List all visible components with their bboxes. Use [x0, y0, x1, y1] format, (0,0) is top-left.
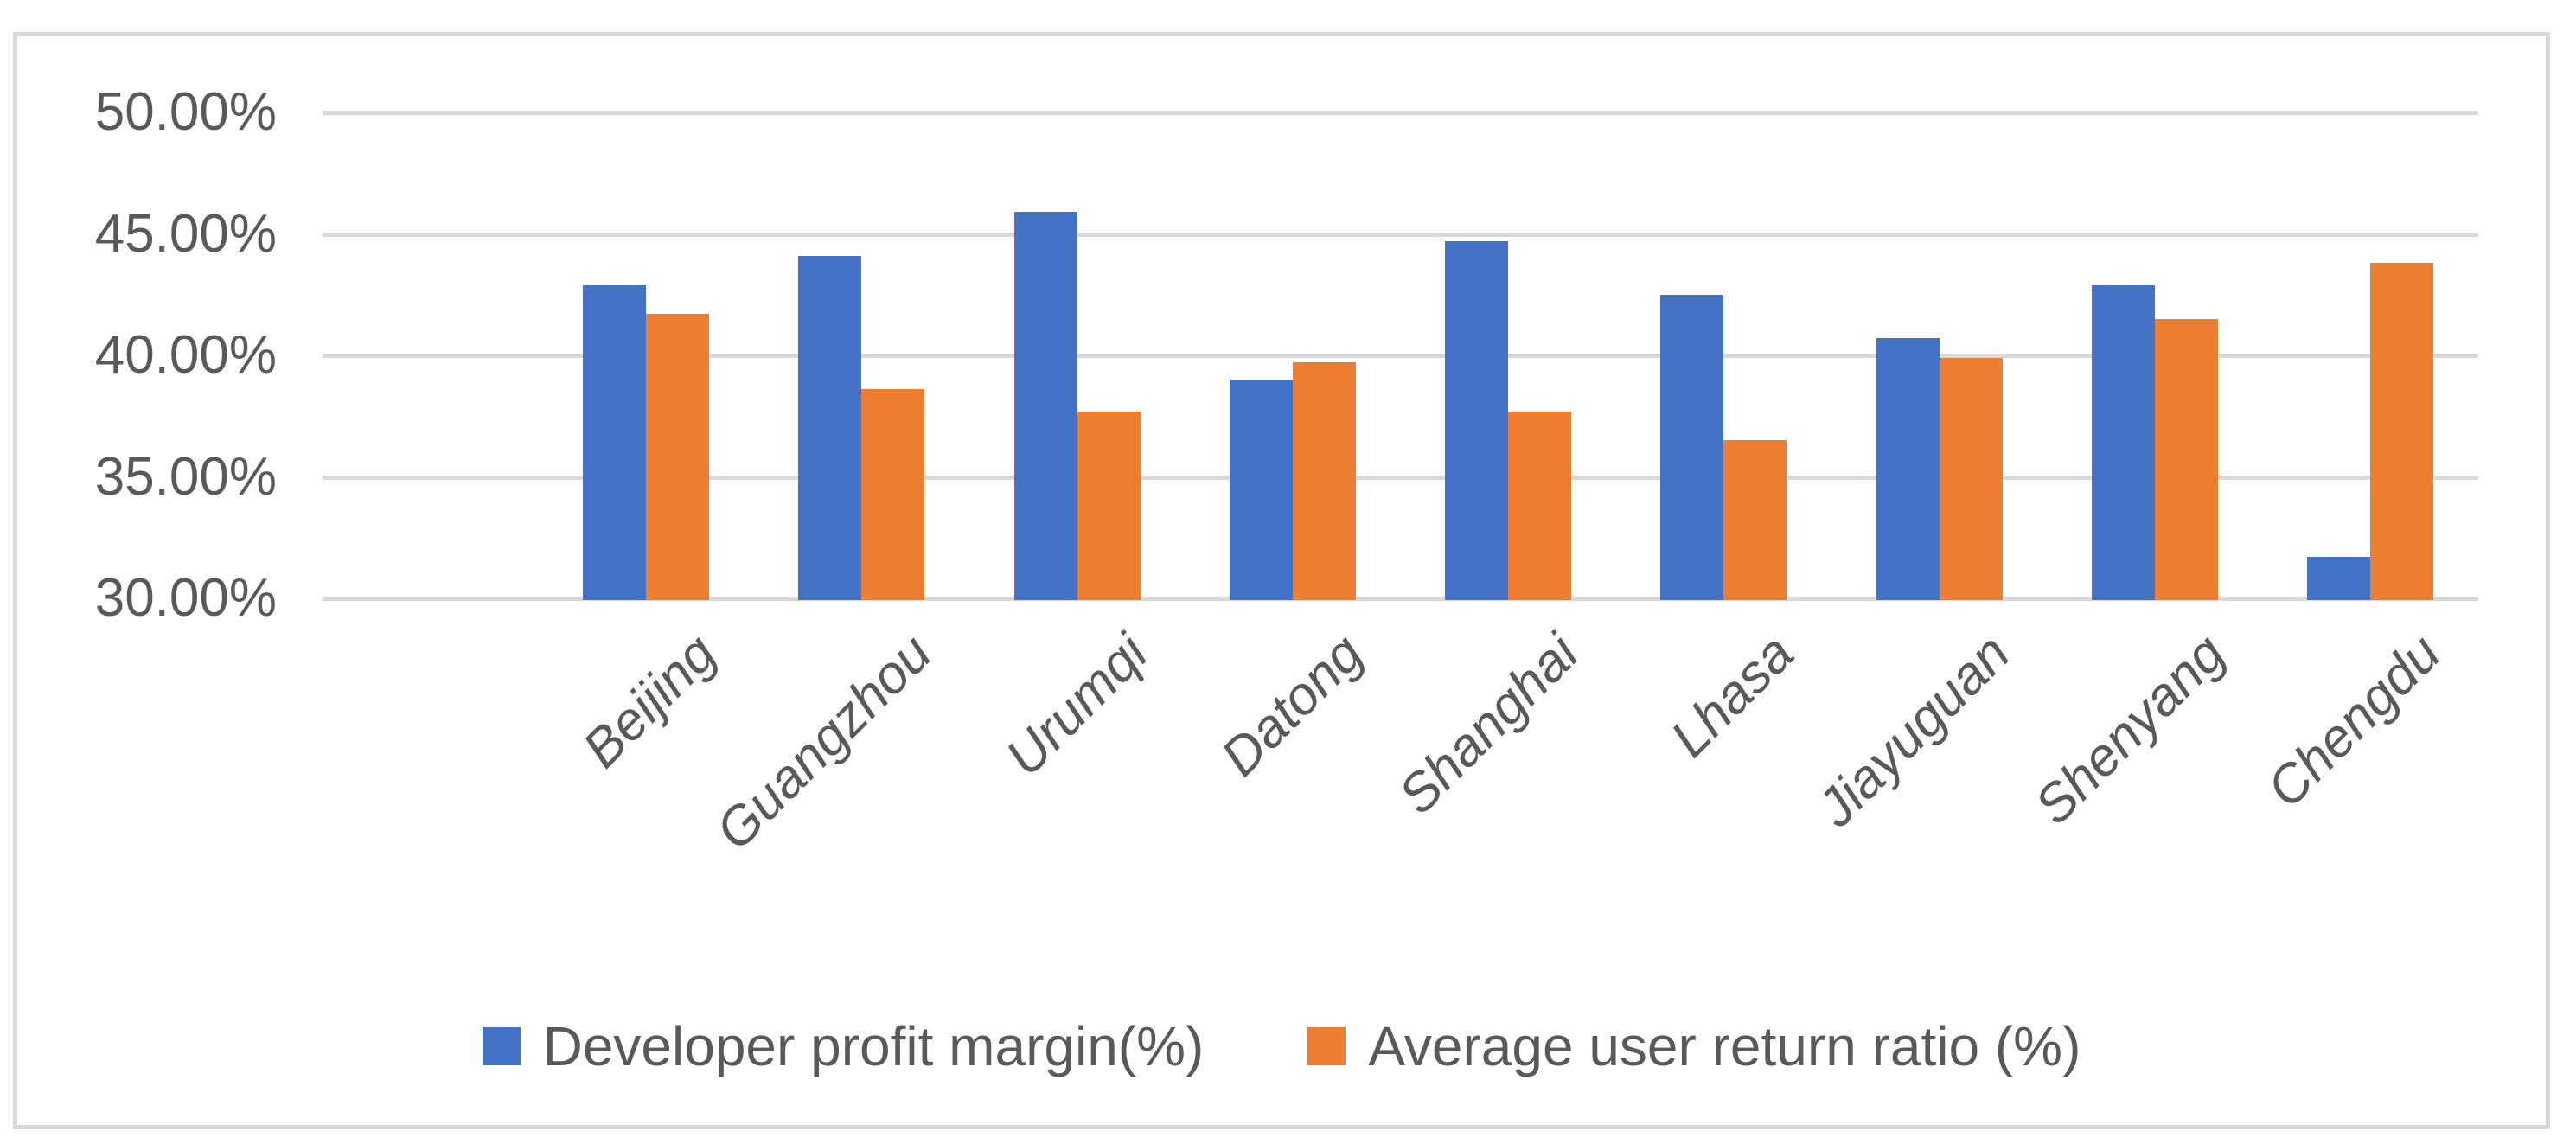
- bar-average-user-return-ratio-urumqi: [1077, 411, 1141, 600]
- legend-label-average-user-return-ratio: Average user return ratio (%): [1368, 1015, 2081, 1077]
- y-tick-label-35.00%: 35.00%: [94, 446, 277, 507]
- bar-average-user-return-ratio-chengdu: [2370, 263, 2434, 600]
- y-tick-label-45.00%: 45.00%: [94, 203, 277, 264]
- y-tick-label-30.00%: 30.00%: [94, 568, 277, 628]
- bar-developer-profit-margin-shenyang: [2092, 284, 2156, 600]
- plot-area: [323, 111, 2478, 601]
- bar-developer-profit-margin-jiayuguan: [1876, 338, 1940, 600]
- y-tick-label-50.00%: 50.00%: [94, 82, 277, 142]
- bar-developer-profit-margin-beijing: [582, 284, 646, 600]
- gridline-35.00%: [323, 475, 2478, 480]
- legend-item-average-user-return-ratio: Average user return ratio (%): [1307, 1014, 2081, 1078]
- gridline-30.00%: [323, 597, 2478, 601]
- legend: Developer profit margin(%) Average user …: [17, 1007, 2546, 1085]
- y-axis: 50.00% 45.00% 40.00% 35.00% 30.00%: [17, 36, 277, 1125]
- gridline-40.00%: [323, 354, 2478, 358]
- y-tick-label-40.00%: 40.00%: [94, 325, 277, 385]
- bar-developer-profit-margin-lhasa: [1660, 294, 1724, 600]
- gridline-45.00%: [323, 232, 2478, 237]
- chart-frame: 50.00% 45.00% 40.00% 35.00% 30.00% Beijing Gu…: [13, 32, 2550, 1129]
- bar-developer-profit-margin-guangzhou: [798, 255, 862, 600]
- bar-average-user-return-ratio-shanghai: [1508, 411, 1572, 600]
- gridline-50.00%: [323, 111, 2478, 115]
- legend-swatch-blue-icon: [482, 1027, 521, 1065]
- bar-average-user-return-ratio-guangzhou: [861, 389, 925, 600]
- bar-average-user-return-ratio-shenyang: [2155, 318, 2219, 600]
- bar-developer-profit-margin-datong: [1229, 380, 1293, 600]
- bar-developer-profit-margin-urumqi: [1013, 212, 1077, 600]
- bar-developer-profit-margin-chengdu: [2307, 557, 2371, 600]
- legend-swatch-orange-icon: [1307, 1027, 1346, 1065]
- legend-item-developer-profit-margin: Developer profit margin(%): [482, 1014, 1205, 1078]
- bar-average-user-return-ratio-datong: [1292, 362, 1356, 600]
- bar-average-user-return-ratio-jiayuguan: [1939, 357, 2003, 600]
- bar-developer-profit-margin-shanghai: [1445, 240, 1509, 600]
- legend-label-developer-profit-margin: Developer profit margin(%): [542, 1015, 1205, 1077]
- x-axis: Beijing Guangzhou Urumqi Datong Shanghai Lhas…: [17, 36, 2546, 1125]
- bar-average-user-return-ratio-lhasa: [1723, 440, 1787, 600]
- bar-average-user-return-ratio-beijing: [645, 314, 709, 600]
